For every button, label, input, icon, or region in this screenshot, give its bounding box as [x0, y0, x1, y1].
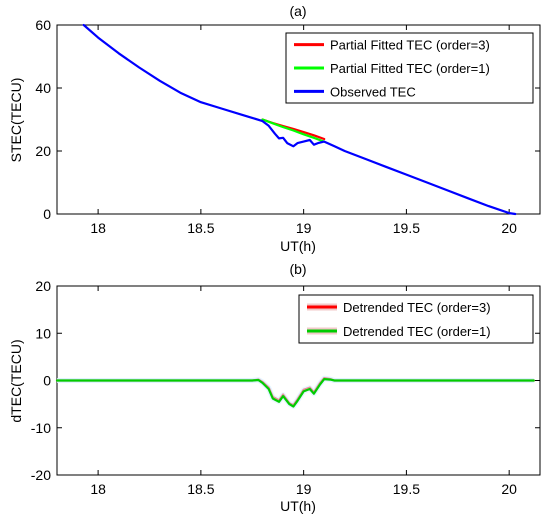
panel-a-title: (a): [289, 3, 306, 19]
panel-a: (a) 18 18.5 19 19.5 20 0 20 40 60 UT(h) STEC(TEC…: [8, 3, 541, 254]
panel-a-x-tick-label: 19.5: [393, 220, 420, 236]
series-line-observed-tec: [82, 23, 517, 216]
panel-a-x-axis-label: UT(h): [280, 238, 316, 254]
panel-a-y-tick-label: 40: [35, 80, 51, 96]
legend-label-observed-tec: Observed TEC: [330, 84, 416, 99]
panel-b-x-tick-label: 18.5: [187, 481, 214, 497]
legend-label-partial-fitted-tec-order-3: Partial Fitted TEC (order=3): [330, 38, 490, 53]
panel-a-x-tick-label: 20: [501, 220, 517, 236]
legend-label-detrended-tec-order-3: Detrended TEC (order=3): [343, 300, 491, 315]
panel-b-title: (b): [289, 261, 306, 277]
panel-a-legend-box: [285, 32, 534, 104]
panel-b-legend-box: [298, 294, 534, 344]
panel-a-y-tick-label: 60: [35, 17, 51, 33]
panel-a-x-tick-label: 18: [90, 220, 106, 236]
panel-a-legend: Partial Fitted TEC (order=3) Partial Fitt…: [285, 32, 534, 104]
panel-a-x-tick-label: 18.5: [187, 220, 214, 236]
panel-b-y-tick-label: -20: [31, 467, 51, 483]
panel-b-y-tick-label: -10: [31, 420, 51, 436]
panel-b-y-tick-label: 0: [43, 373, 51, 389]
panel-a-y-axis-label: STEC(TECU): [8, 78, 24, 163]
panel-b-x-tick-label: 19.5: [393, 481, 420, 497]
series-line-partial-fitted-tec-order-1: [261, 118, 326, 143]
series-line-detrended-tec-order-1: [55, 378, 535, 408]
panel-a-y-tick-label: 0: [43, 206, 51, 222]
panel-b-plot-area: 18 18.5 19 19.5 20 -20 -10 0 10 20: [31, 278, 540, 497]
legend-label-detrended-tec-order-1: Detrended TEC (order=1): [343, 324, 491, 339]
panel-a-plot-area: 18 18.5 19 19.5 20 0 20 40 60: [35, 17, 540, 236]
panel-b-y-tick-label: 20: [35, 278, 51, 294]
panel-b-x-tick-label: 18: [90, 481, 106, 497]
panel-b: (b) 18 18.5 19 19.5 20 -20 -10 0 10 20 UT(h) dTEC…: [8, 261, 541, 514]
panel-b-x-tick-label: 20: [501, 481, 517, 497]
panel-b-x-axis-label: UT(h): [280, 498, 316, 514]
legend-label-partial-fitted-tec-order-1: Partial Fitted TEC (order=1): [330, 61, 490, 76]
panel-b-x-tick-label: 19: [296, 481, 312, 497]
panel-a-x-tick-label: 19: [296, 220, 312, 236]
panel-b-legend: Detrended TEC (order=3) Detrended TEC (or…: [298, 294, 534, 344]
panel-a-y-tick-label: 20: [35, 143, 51, 159]
panel-b-y-axis-label: dTEC(TECU): [8, 339, 24, 422]
panel-b-y-tick-label: 10: [35, 325, 51, 341]
